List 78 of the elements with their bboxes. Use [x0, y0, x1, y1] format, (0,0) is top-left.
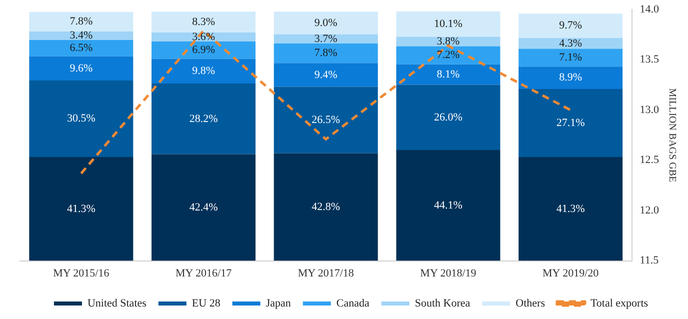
bar [274, 44, 378, 64]
data-label: 3.6% [192, 30, 215, 43]
bar [518, 157, 623, 261]
data-label: 9.7% [559, 20, 582, 32]
bar [152, 154, 256, 261]
legend-label: Total exports [590, 297, 648, 310]
bar [29, 56, 134, 80]
bar [518, 66, 623, 89]
data-label: 7.1% [559, 52, 582, 64]
bar [518, 14, 623, 38]
data-label: 7.8% [314, 47, 338, 60]
data-label: 41.3% [556, 202, 585, 215]
x-tick-label: MY 2016/17 [175, 267, 232, 280]
data-label: 4.3% [559, 37, 582, 50]
data-label: 41.3% [66, 202, 96, 215]
y2-tick-label: 13.5 [640, 54, 660, 66]
bar [274, 34, 378, 44]
bar [518, 88, 623, 158]
data-label: 9.6% [70, 62, 93, 74]
data-label: 26.5% [312, 114, 340, 126]
data-label: 3.4% [70, 30, 93, 42]
x-tick-label: MY 2015/16 [53, 267, 110, 280]
bar [152, 42, 256, 59]
legend-label: South Korea [414, 297, 470, 310]
x-tick-label: MY 2017/18 [298, 267, 354, 280]
bar [396, 11, 500, 37]
y2-tick-label: 12.0 [640, 204, 660, 216]
bar [152, 12, 256, 32]
legend-label: Japan [266, 297, 292, 310]
data-label: 9.4% [314, 68, 338, 81]
bar [396, 150, 500, 261]
x-tick-label: MY 2019/20 [542, 267, 600, 280]
x-tick-label: MY 2018/19 [420, 267, 477, 280]
data-label: 26.0% [434, 111, 462, 124]
bar [518, 48, 623, 67]
data-label: 30.5% [66, 112, 96, 125]
bar [396, 64, 500, 85]
bar [29, 40, 134, 56]
data-label: 42.4% [189, 201, 218, 214]
y2-tick-label: 14.0 [640, 3, 660, 16]
data-label: 8.9% [559, 72, 582, 84]
data-label: 7.8% [70, 16, 93, 28]
legend-label: Others [516, 297, 545, 310]
y2-tick-label: 11.5 [640, 254, 660, 267]
bar [396, 84, 500, 150]
legend-label: EU 28 [192, 297, 221, 310]
data-label: 6.9% [192, 44, 215, 56]
bar [274, 153, 378, 261]
legend-label: United States [87, 297, 146, 310]
data-label: 3.7% [314, 32, 338, 45]
data-label: 8.1% [436, 68, 460, 80]
bar [274, 12, 378, 34]
bar [274, 86, 378, 154]
data-label: 3.8% [436, 35, 460, 48]
bar [274, 63, 378, 87]
y2-tick-label: 13.0 [640, 104, 660, 116]
bar [396, 36, 500, 46]
data-label: 8.3% [192, 16, 215, 28]
bar [29, 157, 134, 261]
bar [518, 38, 623, 49]
data-label: 42.8% [312, 200, 340, 213]
bar [152, 83, 256, 154]
y2-tick-label: 12.5 [640, 154, 660, 166]
data-label: 44.1% [434, 199, 462, 212]
data-label: 6.5% [70, 42, 93, 54]
data-label: 7.2% [436, 49, 460, 62]
data-label: 28.2% [189, 112, 218, 125]
bar [29, 31, 134, 40]
bar [396, 46, 500, 64]
data-label: 27.1% [556, 116, 585, 129]
bar [29, 12, 134, 32]
data-label: 9.8% [192, 65, 215, 78]
y2-axis-title: MILLION BAGS GBE [666, 88, 678, 182]
bar [152, 58, 256, 84]
data-label: 10.1% [434, 18, 462, 30]
legend-label: Canada [336, 297, 370, 310]
bar [29, 80, 134, 158]
data-label: 9.0% [314, 16, 338, 29]
